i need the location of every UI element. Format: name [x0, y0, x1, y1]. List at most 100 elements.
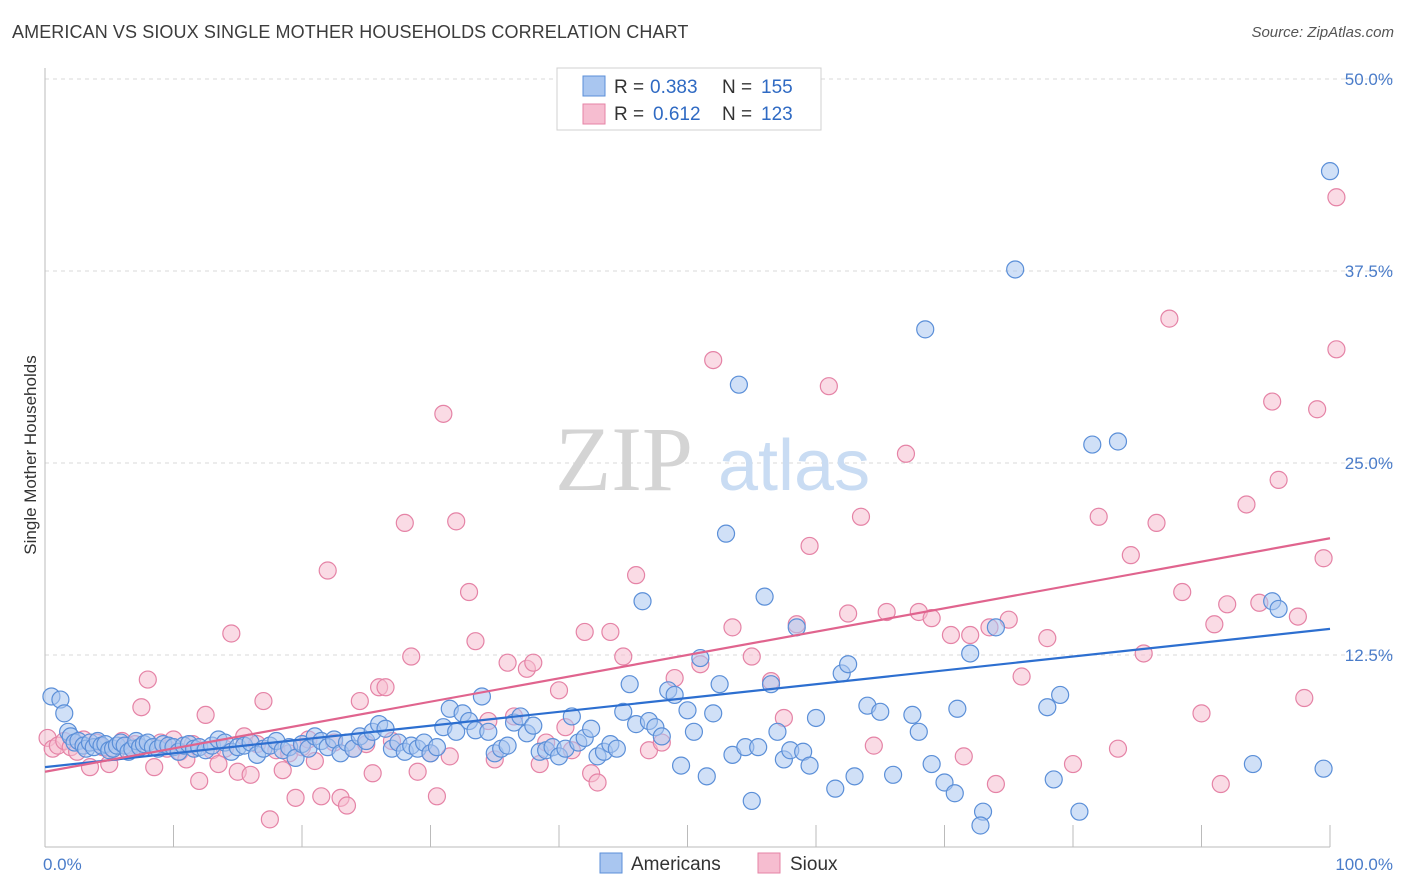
americans-point-124	[768, 722, 787, 741]
americans-point-134	[845, 767, 864, 786]
americans-point-159	[971, 816, 990, 835]
legend-r-label-americans: R =	[614, 77, 644, 98]
sioux-point-103	[961, 625, 980, 645]
bottom-legend-label-americans: Americans	[631, 854, 721, 875]
sioux-point-47	[337, 796, 357, 815]
y-tick-labels: 12.5% 25.0% 37.5% 50.0%	[1345, 70, 1393, 665]
americans-point-110	[678, 701, 697, 720]
sioux-point-53	[376, 678, 395, 697]
americans-point-118	[729, 375, 749, 394]
sioux-point-107	[1012, 667, 1031, 686]
grid-lines	[45, 78, 1395, 656]
sioux-point-121	[1237, 495, 1256, 514]
sioux-point-51	[363, 764, 382, 783]
x-tick-labels: 0.0% 100.0%	[43, 855, 1393, 874]
sioux-point-35	[260, 810, 279, 829]
americans-point-86	[524, 716, 543, 735]
americans-point-154	[1243, 754, 1263, 774]
y-tick-label-2: 37.5%	[1345, 262, 1393, 281]
sioux-point-95	[851, 507, 871, 526]
americans-point-122	[755, 587, 774, 606]
americans-point-115	[710, 675, 729, 694]
sioux-point-124	[1269, 470, 1288, 489]
sioux-point-114	[1147, 513, 1166, 533]
sioux-point-63	[459, 582, 479, 602]
bottom-legend: Americans Sioux	[599, 852, 838, 875]
americans-point-144	[961, 644, 980, 663]
sioux-point-127	[1308, 400, 1327, 419]
sioux-point-62	[447, 512, 466, 531]
x-tick-label-max: 100.0%	[1335, 855, 1393, 874]
bottom-legend-swatch-sioux	[757, 852, 781, 874]
americans-point-121	[749, 738, 768, 757]
americans-point-133	[839, 655, 858, 674]
y-tick-label-1: 25.0%	[1345, 454, 1393, 473]
sioux-point-118	[1205, 615, 1224, 634]
americans-point-156	[1269, 599, 1288, 619]
sioux-point-120	[1218, 595, 1237, 614]
americans-point-99	[607, 739, 626, 758]
sioux-point-128	[1314, 549, 1333, 568]
sioux-point-119	[1211, 774, 1230, 794]
x-tick-label-min: 0.0%	[43, 855, 82, 874]
sioux-point-116	[1173, 582, 1192, 602]
americans-point-95	[582, 719, 601, 738]
americans-point-129	[800, 756, 819, 775]
americans-point-130	[806, 708, 826, 728]
americans-point-138	[903, 705, 922, 725]
legend: R = 0.383 N = 155 R = 0.612 N = 123	[556, 67, 822, 131]
sioux-point-43	[312, 787, 331, 806]
sioux-point-67	[498, 653, 517, 672]
legend-swatch-americans	[582, 75, 606, 97]
sioux-point-55	[395, 513, 414, 533]
americans-point-114	[704, 704, 723, 723]
bottom-legend-swatch-americans	[599, 852, 623, 874]
americans-point-111	[684, 722, 704, 741]
americans-point-141	[922, 754, 941, 774]
americans-point-120	[742, 791, 761, 811]
americans-point-160	[945, 784, 964, 803]
americans-point-137	[883, 765, 903, 784]
legend-n-value-americans: 155	[761, 77, 793, 98]
sioux-point-70	[524, 653, 543, 672]
axes	[44, 68, 1331, 848]
sioux-point-93	[819, 377, 838, 396]
sioux-point-117	[1192, 704, 1211, 723]
sioux-point-73	[549, 681, 569, 700]
sioux-point-59	[427, 787, 447, 806]
y-tick-label-3: 50.0%	[1345, 70, 1393, 89]
legend-r-value-sioux: 0.612	[653, 104, 701, 125]
sioux-point-110	[1089, 507, 1108, 526]
sioux-point-105	[986, 774, 1006, 794]
americans-point-113	[697, 767, 716, 786]
sioux-point-61	[440, 747, 459, 766]
sioux-point-87	[723, 618, 742, 637]
americans-point-153	[1108, 432, 1128, 451]
sioux-point-64	[466, 632, 485, 651]
americans-point-150	[1051, 685, 1070, 705]
sioux-point-57	[408, 762, 427, 781]
sioux-point-24	[190, 771, 209, 791]
americans-point-79	[479, 722, 498, 741]
sioux-point-125	[1288, 607, 1307, 626]
sioux-point-126	[1295, 688, 1314, 708]
americans-point-2	[55, 704, 74, 723]
sioux-trend-line	[44, 537, 1331, 773]
sioux-point-27	[209, 754, 228, 774]
source-label: Source: ZipAtlas.com	[1251, 24, 1394, 41]
americans-point-103	[633, 592, 652, 611]
legend-n-label-sioux: N =	[722, 104, 752, 125]
sioux-point-29	[222, 624, 241, 643]
sioux-point-112	[1121, 546, 1140, 565]
sioux-point-92	[800, 536, 819, 556]
legend-swatch-sioux	[582, 103, 606, 125]
sioux-point-81	[626, 566, 646, 585]
sioux-point-17	[145, 758, 164, 777]
legend-r-value-americans: 0.383	[650, 77, 698, 98]
americans-point-157	[1314, 759, 1333, 778]
sioux-point-102	[954, 747, 973, 766]
americans-point-100	[614, 702, 633, 721]
watermark-atlas: atlas	[718, 426, 870, 506]
americans-point-140	[916, 320, 935, 339]
watermark: ZIP atlas	[555, 408, 870, 510]
